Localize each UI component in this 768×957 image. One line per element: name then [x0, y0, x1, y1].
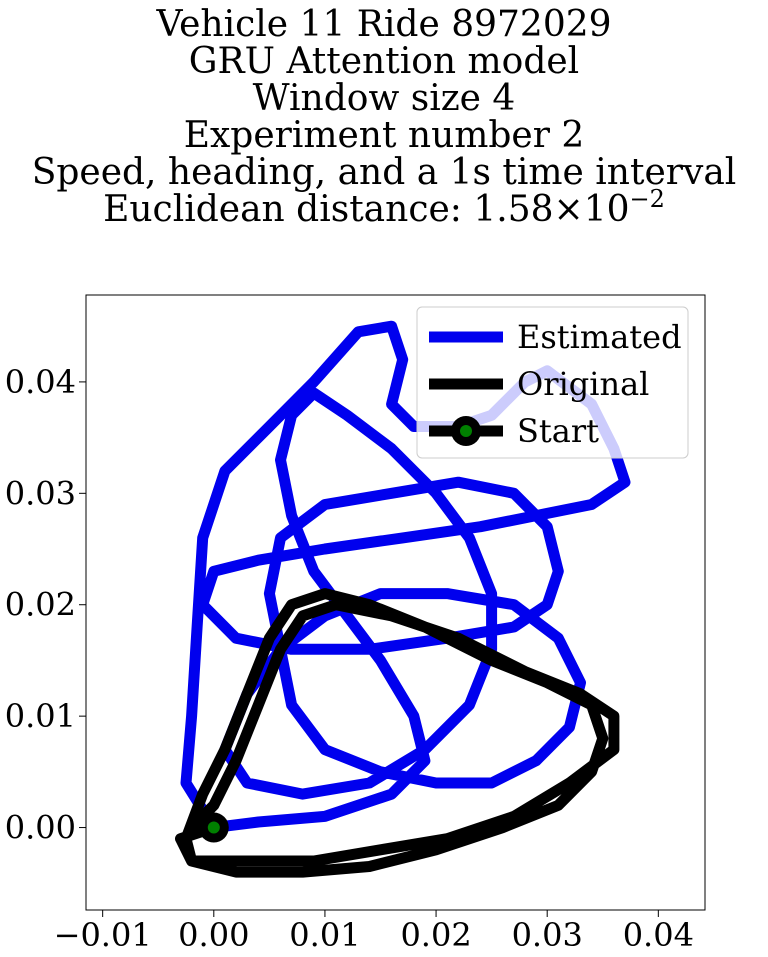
metric-prefix: Euclidean distance: — [103, 189, 474, 230]
x-tick-label: 0.04 — [623, 916, 694, 954]
x-tick-label: 0.00 — [178, 916, 249, 954]
x-tick-label: 0.02 — [400, 916, 471, 954]
title-line-4: Experiment number 2 — [183, 115, 585, 156]
metric-base: 10 — [583, 189, 630, 230]
y-axis: 0.00 0.01 0.02 0.03 0.04 — [5, 363, 86, 847]
title-line-5: Speed, heading, and a 1s time interval — [31, 152, 737, 193]
legend-label: Estimated — [517, 318, 682, 356]
title-line-3: Window size 4 — [252, 78, 516, 119]
start-marker — [207, 821, 220, 834]
y-tick-label: 0.00 — [5, 809, 76, 847]
title-line-2: GRU Attention model — [188, 41, 580, 82]
y-tick-label: 0.02 — [5, 586, 76, 624]
y-tick-label: 0.04 — [5, 363, 76, 401]
chart-title: Vehicle 11 Ride 8972029 GRU Attention mo… — [0, 0, 768, 228]
x-tick-label: −0.01 — [54, 916, 152, 954]
metric-times: × — [553, 189, 584, 230]
metric-mantissa: 1.58 — [473, 189, 554, 230]
title-line-metric: Euclidean distance: 1.58×10−2 — [0, 187, 768, 230]
x-axis: −0.01 0.00 0.01 0.02 0.03 0.04 — [54, 910, 694, 954]
y-tick-label: 0.01 — [5, 697, 76, 735]
legend-start-marker — [460, 425, 472, 437]
axes-frame — [85, 294, 706, 911]
series-line-original — [175, 588, 620, 878]
x-tick-label: 0.01 — [289, 916, 360, 954]
x-tick-label: 0.03 — [512, 916, 583, 954]
legend: Estimated Original Start — [416, 306, 689, 459]
legend-box — [416, 306, 689, 459]
y-tick-label: 0.03 — [5, 474, 76, 512]
legend-label: Original — [517, 365, 649, 403]
title-line-1: Vehicle 11 Ride 8972029 — [156, 4, 612, 45]
legend-label: Start — [517, 412, 599, 450]
metric-exponent: −2 — [629, 185, 665, 213]
